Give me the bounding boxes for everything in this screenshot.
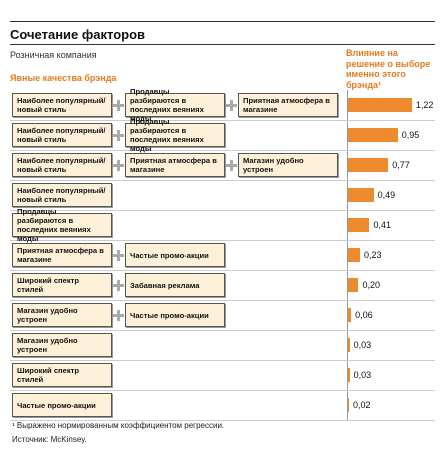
plus-sign — [226, 160, 237, 171]
factor-box: Наиболее популярный/ новый стиль — [12, 123, 112, 147]
value-label: 0,77 — [392, 160, 410, 170]
row-separator — [10, 150, 435, 151]
factor-box: Широкий спектр стилей — [12, 363, 112, 387]
bar — [348, 98, 412, 112]
value-header: Влияние на решение о выборе именно этого… — [346, 48, 431, 90]
row-separator — [10, 270, 435, 271]
factor-box: Магазин удобно устроен — [12, 303, 112, 327]
factor-box: Приятная атмосфера в магазине — [125, 153, 225, 177]
plus-sign — [113, 100, 124, 111]
factor-box: Приятная атмосфера в магазине — [238, 93, 338, 117]
row-separator — [10, 210, 435, 211]
row-separator — [10, 120, 435, 121]
value-axis — [347, 90, 348, 420]
category-header: Явные качества брэнда — [10, 73, 117, 83]
row-separator — [10, 330, 435, 331]
bar — [348, 308, 352, 322]
top-rule — [10, 21, 435, 22]
factor-box: Забавная реклама — [125, 273, 225, 297]
row-separator — [10, 360, 435, 361]
row-separator — [10, 180, 435, 181]
factor-box: Наиболее популярный/ новый стиль — [12, 183, 112, 207]
value-label: 1,22 — [415, 100, 434, 110]
factor-box: Наиболее популярный/ новый стиль — [12, 93, 112, 117]
factor-box: Магазин удобно устроен — [238, 153, 338, 177]
value-label: 0,03 — [353, 370, 372, 380]
plus-sign — [113, 130, 124, 141]
factor-box: Наиболее популярный/ новый стиль — [12, 153, 112, 177]
row-separator — [10, 420, 435, 421]
bar — [348, 398, 350, 412]
factor-box: Продавцы разбираются в последних веяниях… — [12, 207, 112, 243]
value-label: 0,23 — [364, 250, 382, 260]
row-separator — [10, 390, 435, 391]
value-label: 0,49 — [377, 190, 396, 200]
bar — [348, 248, 361, 262]
source: Источник: McKinsey. — [12, 435, 87, 444]
plus-sign — [113, 160, 124, 171]
footnote: ¹ Выражено нормированным коэффициентом р… — [12, 421, 225, 430]
bar — [348, 128, 398, 142]
bar — [348, 368, 350, 382]
row-separator — [10, 240, 435, 241]
plus-sign — [113, 310, 124, 321]
factor-box: Магазин удобно устроен — [12, 333, 112, 357]
factor-box: Приятная атмосфера в магазине — [12, 243, 112, 267]
subtitle: Розничная компания — [10, 50, 97, 60]
factor-box: Частые промо-акции — [125, 303, 225, 327]
plus-sign — [113, 250, 124, 261]
plus-sign — [226, 100, 237, 111]
plus-sign — [113, 280, 124, 291]
factor-box: Частые промо-акции — [12, 393, 112, 417]
value-label: 0,41 — [373, 220, 391, 230]
bar — [348, 158, 389, 172]
bar — [348, 218, 370, 232]
value-label: 0,02 — [353, 400, 371, 410]
factor-box: Широкий спектр стилей — [12, 273, 112, 297]
bar — [348, 188, 374, 202]
factor-box: Продавцы разбираются в последних веяниях… — [125, 117, 225, 153]
chart-title: Сочетание факторов — [10, 27, 146, 42]
value-label: 0,20 — [362, 280, 380, 290]
bar — [348, 278, 359, 292]
value-label: 0,95 — [401, 130, 420, 140]
factor-box: Продавцы разбираются в последних веяниях… — [125, 87, 225, 123]
value-label: 0,06 — [355, 310, 373, 320]
factor-box: Частые промо-акции — [125, 243, 225, 267]
row-separator — [10, 300, 435, 301]
value-label: 0,03 — [353, 340, 372, 350]
bar — [348, 338, 350, 352]
title-rule — [10, 44, 435, 45]
